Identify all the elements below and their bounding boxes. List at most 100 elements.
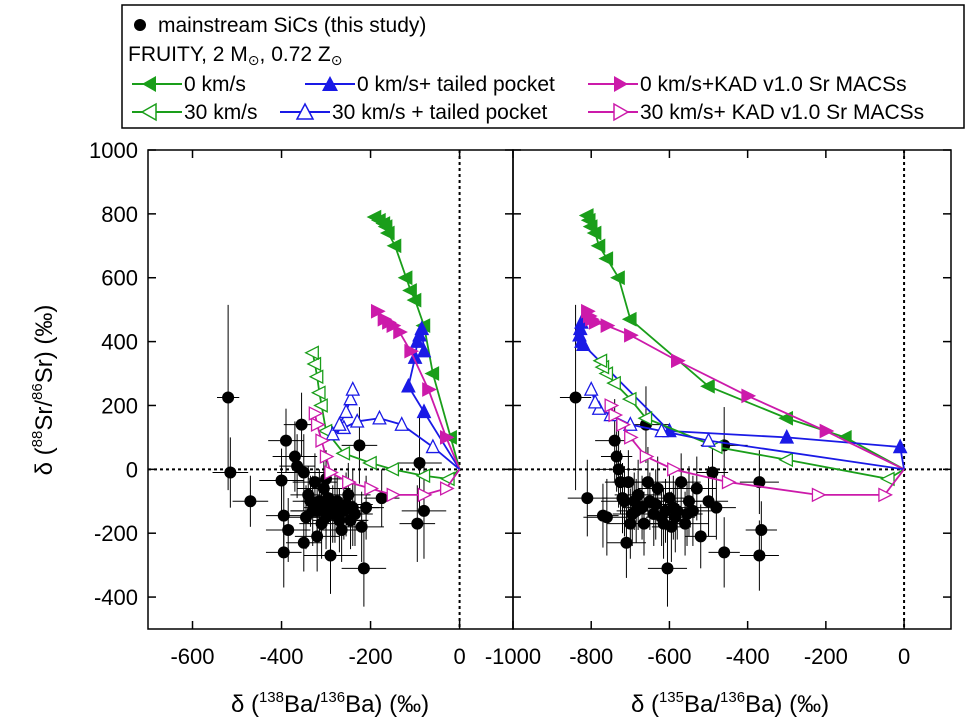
right-sic-point-11 — [622, 476, 635, 489]
left-model-marker-2-4 — [393, 324, 408, 340]
left-sic-point-45 — [297, 536, 310, 549]
left-model-marker-2-1 — [439, 430, 455, 445]
right-model-marker-3-1 — [879, 471, 895, 487]
left-sic-point-43 — [411, 517, 424, 530]
left-xtick-label-2: -200 — [349, 644, 393, 669]
ytick-label-2: 600 — [101, 266, 138, 291]
legend-marker-s4 — [140, 102, 157, 122]
right-model-marker-3-6 — [606, 375, 621, 391]
left-sic-point-42 — [413, 456, 426, 469]
right-sic-point-47 — [755, 524, 768, 537]
legend: mainstream SiCs (this study) FRUITY, 2 M… — [121, 4, 965, 129]
left-model-marker-4-8 — [338, 403, 354, 419]
left-model-marker-5-5 — [342, 474, 357, 490]
left-model-marker-0-6 — [397, 270, 413, 286]
left-sic-point-33 — [342, 488, 355, 501]
left-model-marker-1-2 — [401, 377, 416, 393]
right-xtick-label-1: -800 — [569, 644, 613, 669]
left-sic-point-44 — [417, 504, 430, 517]
left-axis-ticks: -600 -400 -200 0 — [148, 149, 513, 669]
left-model-marker-3-2 — [415, 468, 431, 484]
left-sic-point-18 — [311, 530, 324, 543]
left-model-marker-5-10 — [308, 406, 324, 421]
y-axis-tick-labels: 1000 800 600 400 200 0 -200 -400 — [89, 138, 138, 610]
left-sic-point-11 — [297, 466, 310, 479]
right-sic-point-45 — [718, 546, 731, 559]
right-model-marker-5-8 — [608, 407, 624, 423]
legend-label-s6: 30 km/s+ KAD v1.0 Sr MACSs — [640, 101, 924, 124]
legend-marker-mainstream — [134, 19, 146, 31]
y-axis-label: δ (88Sr/86Sr) (‰) — [29, 305, 58, 476]
left-sic-point-2 — [244, 495, 257, 508]
left-sic-point-30 — [335, 524, 348, 537]
legend-model-label: FRUITY, 2 M⊙, 0.72 Z⊙ — [128, 43, 342, 68]
legend-label-mainstream: mainstream SiCs (this study) — [158, 14, 426, 37]
right-sic-point-28 — [661, 562, 674, 575]
left-model-marker-5-3 — [386, 487, 402, 503]
left-sic-point-8 — [288, 450, 301, 463]
left-model-marker-4-6 — [325, 425, 341, 441]
right-plot-area — [513, 150, 951, 629]
left-sic-point-25 — [324, 549, 337, 562]
right-model-marker-4-7 — [583, 381, 599, 396]
legend-marker-s6 — [613, 102, 630, 122]
right-model-marker-2-5 — [600, 318, 616, 333]
right-model-marker-2-9 — [581, 303, 596, 319]
ytick-label-4: 200 — [101, 393, 138, 418]
left-sic-point-37 — [353, 439, 366, 452]
right-plot-frame — [512, 149, 952, 630]
left-model-marker-5-7 — [319, 449, 335, 464]
legend-label-s5: 30 km/s + tailed pocket — [332, 101, 548, 124]
legend-label-s2: 0 km/s+ tailed pocket — [357, 73, 555, 96]
right-sic-point-33 — [671, 504, 684, 517]
ytick-label-7: -400 — [94, 585, 138, 610]
left-sic-point-39 — [357, 562, 370, 575]
right-sic-point-5 — [610, 450, 623, 463]
left-model-marker-1-1 — [416, 403, 432, 419]
right-sic-point-37 — [682, 495, 695, 508]
left-model-marker-4-1 — [425, 438, 441, 454]
left-model-marker-3-3 — [384, 461, 400, 477]
right-sic-point-9 — [618, 495, 631, 508]
left-model-marker-5-9 — [310, 417, 326, 432]
right-model-marker-4-6 — [587, 393, 603, 409]
right-sic-point-1 — [581, 492, 594, 505]
left-sic-point-0 — [222, 391, 235, 404]
x-axis-label-right: δ (135Ba/136Ba) (‰) — [631, 689, 829, 718]
legend-label-s4: 30 km/s — [184, 101, 258, 124]
right-sic-point-34 — [675, 476, 688, 489]
left-panel: -600 -400 -200 0 — [147, 149, 514, 669]
right-model-marker-5-6 — [624, 430, 639, 445]
left-sic-point-38 — [355, 520, 368, 533]
left-model-marker-2-8 — [370, 303, 386, 319]
left-sic-point-1 — [224, 466, 237, 479]
right-sic-point-40 — [694, 530, 707, 543]
legend-label-s1: 0 km/s — [184, 73, 246, 96]
left-model-marker-3-11 — [304, 345, 319, 361]
right-sic-point-39 — [690, 482, 703, 495]
legend-marker-s3 — [614, 76, 628, 92]
left-model-marker-3-4 — [362, 455, 377, 471]
right-model-marker-3-9 — [592, 353, 608, 369]
left-model-marker-1-7 — [416, 342, 432, 358]
right-model-marker-0-3 — [700, 378, 715, 394]
right-model-marker-2-2 — [741, 388, 757, 404]
right-sic-point-12 — [624, 517, 637, 530]
right-model-marker-5-4 — [667, 461, 682, 477]
right-model-marker-3-4 — [637, 410, 653, 426]
right-model-marker-3-3 — [707, 439, 723, 455]
left-model-marker-5-4 — [364, 481, 380, 496]
left-model-marker-4-2 — [394, 416, 410, 431]
left-model-marker-5-1 — [439, 481, 455, 496]
right-model-marker-0-4 — [621, 311, 637, 327]
ytick-label-1: 800 — [101, 202, 138, 227]
legend-marker-s5 — [295, 102, 315, 120]
left-model-marker-0-12 — [366, 209, 382, 225]
left-model-marker-4-3 — [372, 409, 387, 425]
right-sic-point-4 — [608, 434, 621, 447]
right-xtick-label-2: -600 — [647, 644, 691, 669]
left-model-marker-5-2 — [417, 487, 433, 503]
right-model-marker-5-2 — [811, 487, 827, 503]
left-model-marker-3-8 — [310, 385, 326, 401]
right-sic-point-6 — [612, 463, 625, 476]
